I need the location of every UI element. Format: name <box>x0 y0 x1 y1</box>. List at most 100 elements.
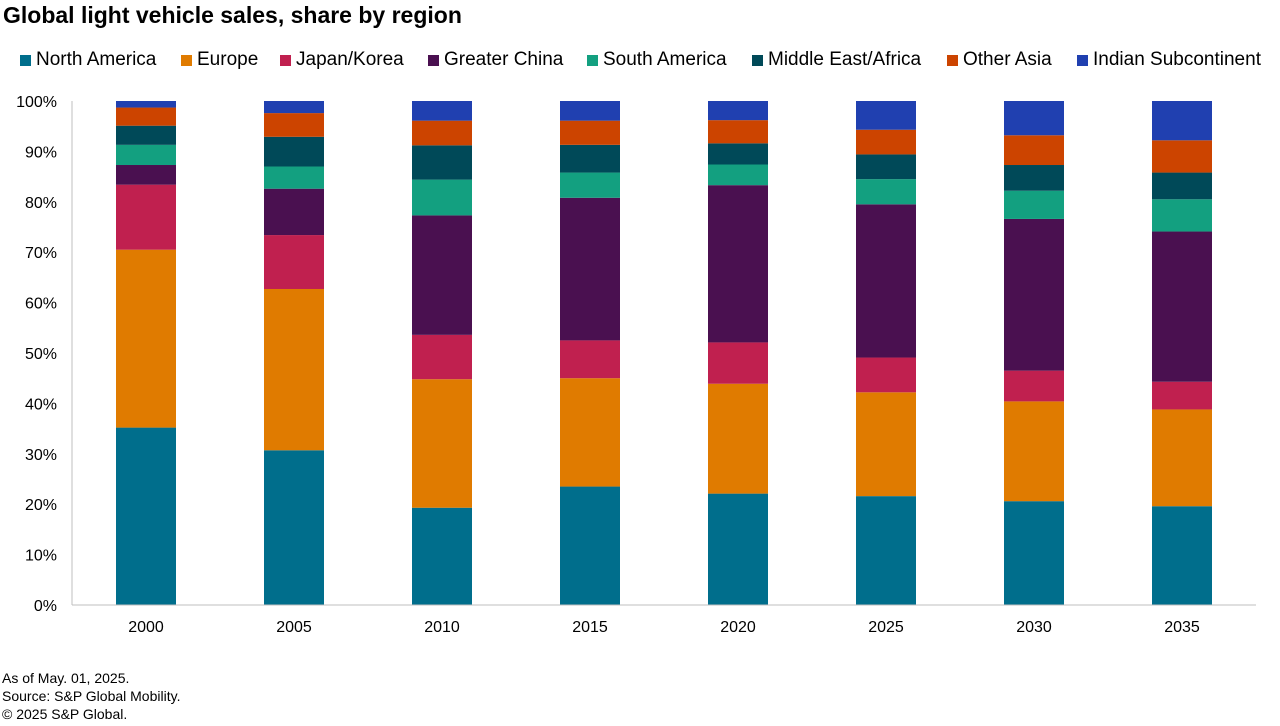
x-tick-label: 2020 <box>720 619 756 636</box>
bar-segment-indian-subcontinent-2000 <box>116 101 176 108</box>
legend-label: Japan/Korea <box>296 49 404 70</box>
bar-segment-greater-china-2035 <box>1152 231 1212 382</box>
bar-segment-other-asia-2000 <box>116 107 176 126</box>
bar-segment-north-america-2025 <box>856 496 916 605</box>
legend-item: Japan/Korea <box>280 48 404 72</box>
bar-segment-south-america-2035 <box>1152 199 1212 232</box>
legend: North America Europe Japan/Korea Greater Ch… <box>0 48 1280 72</box>
bar-segment-middle-east-africa-2000 <box>116 125 176 145</box>
chart-plot: 0% 10% 20% 30% 40% 50% 60% 70% 80% 90% 100% 2000 200… <box>16 94 1256 636</box>
bar-segment-europe-2020 <box>708 383 768 494</box>
bar-segment-europe-2005 <box>264 288 324 451</box>
bar-segment-south-america-2005 <box>264 166 324 189</box>
bar-segment-indian-subcontinent-2010 <box>412 101 472 121</box>
y-tick-label: 90% <box>25 144 57 161</box>
bar-segment-other-asia-2030 <box>1004 135 1064 166</box>
y-tick-label: 30% <box>25 447 57 464</box>
x-tick-label: 2035 <box>1164 619 1200 636</box>
legend-label: Middle East/Africa <box>768 49 922 70</box>
bar-segment-indian-subcontinent-2025 <box>856 101 916 130</box>
legend-swatch <box>752 54 763 66</box>
x-tick-label: 2000 <box>128 619 164 636</box>
bar-segment-japan-korea-2035 <box>1152 381 1212 410</box>
bar-segment-japan-korea-2030 <box>1004 370 1064 402</box>
bar-segment-south-america-2010 <box>412 179 472 216</box>
x-tick-label: 2030 <box>1016 619 1052 636</box>
legend-label: Indian Subcontinent <box>1093 49 1261 70</box>
bar-segment-indian-subcontinent-2015 <box>560 101 620 121</box>
bar-segment-other-asia-2010 <box>412 120 472 146</box>
bar-segment-greater-china-2015 <box>560 197 620 341</box>
legend-swatch <box>20 54 31 66</box>
legend-swatch <box>280 54 291 66</box>
bar-segment-middle-east-africa-2010 <box>412 145 472 180</box>
legend-item: Other Asia <box>947 48 1052 72</box>
chart-title: Global light vehicle sales, share by reg… <box>3 2 462 28</box>
bar-segment-north-america-2010 <box>412 507 472 605</box>
bar-segment-japan-korea-2015 <box>560 340 620 379</box>
footer-date: As of May. 01, 2025. <box>2 670 130 686</box>
bar-segment-north-america-2035 <box>1152 506 1212 605</box>
bar-segment-other-asia-2005 <box>264 113 324 137</box>
bar-segment-indian-subcontinent-2030 <box>1004 101 1064 136</box>
bar-segment-greater-china-2010 <box>412 215 472 335</box>
y-tick-label: 50% <box>25 346 57 363</box>
bar-segment-japan-korea-2000 <box>116 184 176 250</box>
bar-segment-europe-2035 <box>1152 409 1212 507</box>
bar-segment-greater-china-2000 <box>116 165 176 185</box>
y-tick-label: 10% <box>25 548 57 565</box>
bar-segment-north-america-2000 <box>116 427 176 605</box>
legend-label: Other Asia <box>963 49 1052 70</box>
bar-segment-middle-east-africa-2035 <box>1152 172 1212 200</box>
legend-item: Europe <box>181 48 258 72</box>
bar-segment-south-america-2020 <box>708 164 768 186</box>
bar-segment-middle-east-africa-2025 <box>856 154 916 180</box>
bar-segment-middle-east-africa-2005 <box>264 136 324 167</box>
bar-segment-other-asia-2015 <box>560 120 620 145</box>
legend-label: South America <box>603 49 727 70</box>
y-tick-label: 70% <box>25 245 57 262</box>
bar-segment-europe-2030 <box>1004 401 1064 502</box>
legend-label: Europe <box>197 49 259 70</box>
bar-segment-europe-2025 <box>856 392 916 497</box>
bar-segment-greater-china-2020 <box>708 185 768 343</box>
legend-label: North America <box>36 49 157 70</box>
bar-segment-south-america-2030 <box>1004 190 1064 219</box>
footer-copyright: © 2025 S&P Global. <box>2 706 128 722</box>
bar-segment-japan-korea-2005 <box>264 235 324 289</box>
y-tick-label: 80% <box>25 195 57 212</box>
bar-segment-middle-east-africa-2020 <box>708 143 768 165</box>
bar-segment-south-america-2025 <box>856 179 916 205</box>
legend-label: Greater China <box>444 49 564 70</box>
bar-segment-greater-china-2025 <box>856 204 916 358</box>
y-tick-label: 100% <box>16 94 57 111</box>
bar-segment-europe-2000 <box>116 249 176 428</box>
bar-segment-europe-2010 <box>412 379 472 508</box>
bar-segment-north-america-2015 <box>560 486 620 605</box>
x-tick-label: 2025 <box>868 619 904 636</box>
legend-item: North America <box>20 48 156 72</box>
bar-segment-greater-china-2005 <box>264 188 324 236</box>
x-tick-label: 2015 <box>572 619 608 636</box>
legend-swatch <box>1077 54 1088 66</box>
bar-segment-japan-korea-2020 <box>708 342 768 384</box>
bar-segment-middle-east-africa-2015 <box>560 144 620 173</box>
legend-item: South America <box>587 48 727 72</box>
bar-segment-greater-china-2030 <box>1004 218 1064 371</box>
bar-segment-north-america-2005 <box>264 450 324 605</box>
bar-segment-south-america-2000 <box>116 144 176 166</box>
bar-segment-south-america-2015 <box>560 172 620 198</box>
bar-segment-indian-subcontinent-2005 <box>264 101 324 114</box>
bar-segment-other-asia-2020 <box>708 120 768 144</box>
bar-segment-indian-subcontinent-2020 <box>708 101 768 121</box>
y-tick-label: 60% <box>25 296 57 313</box>
legend-swatch <box>428 54 439 66</box>
bar-segment-japan-korea-2025 <box>856 357 916 393</box>
legend-item: Greater China <box>428 48 563 72</box>
bar-segment-other-asia-2035 <box>1152 140 1212 173</box>
legend-item: Middle East/Africa <box>752 48 921 72</box>
y-tick-label: 20% <box>25 497 57 514</box>
bar-segment-europe-2015 <box>560 378 620 487</box>
legend-swatch <box>181 54 192 66</box>
x-tick-label: 2005 <box>276 619 312 636</box>
